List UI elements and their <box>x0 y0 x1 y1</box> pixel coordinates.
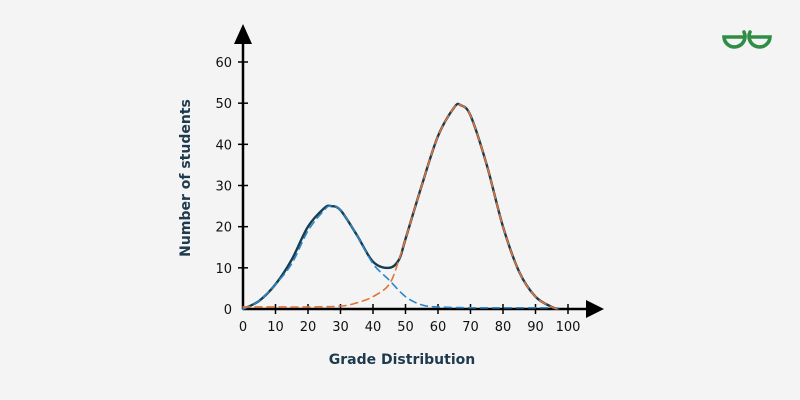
x-tick-label: 80 <box>495 320 512 335</box>
geeksforgeeks-logo-icon <box>722 30 772 49</box>
x-tick-label: 0 <box>239 320 247 335</box>
x-tick-label: 70 <box>462 320 479 335</box>
x-tick-label: 30 <box>332 320 349 335</box>
series-line-dashed <box>242 205 553 310</box>
x-tick-label: 10 <box>267 320 284 335</box>
y-tick-label: 40 <box>215 138 232 153</box>
y-tick-label: 60 <box>215 56 232 71</box>
x-tick-label: 50 <box>397 320 414 335</box>
y-tick-label: 50 <box>215 97 232 112</box>
y-tick-label: 20 <box>215 221 232 236</box>
y-tick-label: 0 <box>224 303 232 318</box>
x-axis-title: Grade Distribution <box>329 352 475 368</box>
series-line-combined <box>241 102 560 311</box>
y-axis-title: Number of students <box>178 99 194 257</box>
x-tick-label: 100 <box>556 320 581 335</box>
series-group <box>241 102 560 311</box>
x-tick-label: 90 <box>527 320 544 335</box>
y-axis-arrow-icon <box>234 24 252 44</box>
x-tick-label: 60 <box>430 320 447 335</box>
y-tick-label: 10 <box>215 262 232 277</box>
series-line-dashed <box>242 103 560 310</box>
x-ticks: 0 10 20 30 40 50 60 70 80 90 100 <box>239 304 581 335</box>
y-tick-label: 30 <box>215 180 232 195</box>
y-ticks: 0 10 20 30 40 50 60 <box>215 56 248 318</box>
x-tick-label: 40 <box>365 320 382 335</box>
x-tick-label: 20 <box>300 320 317 335</box>
x-axis-arrow-icon <box>586 300 604 318</box>
axes <box>234 24 604 318</box>
